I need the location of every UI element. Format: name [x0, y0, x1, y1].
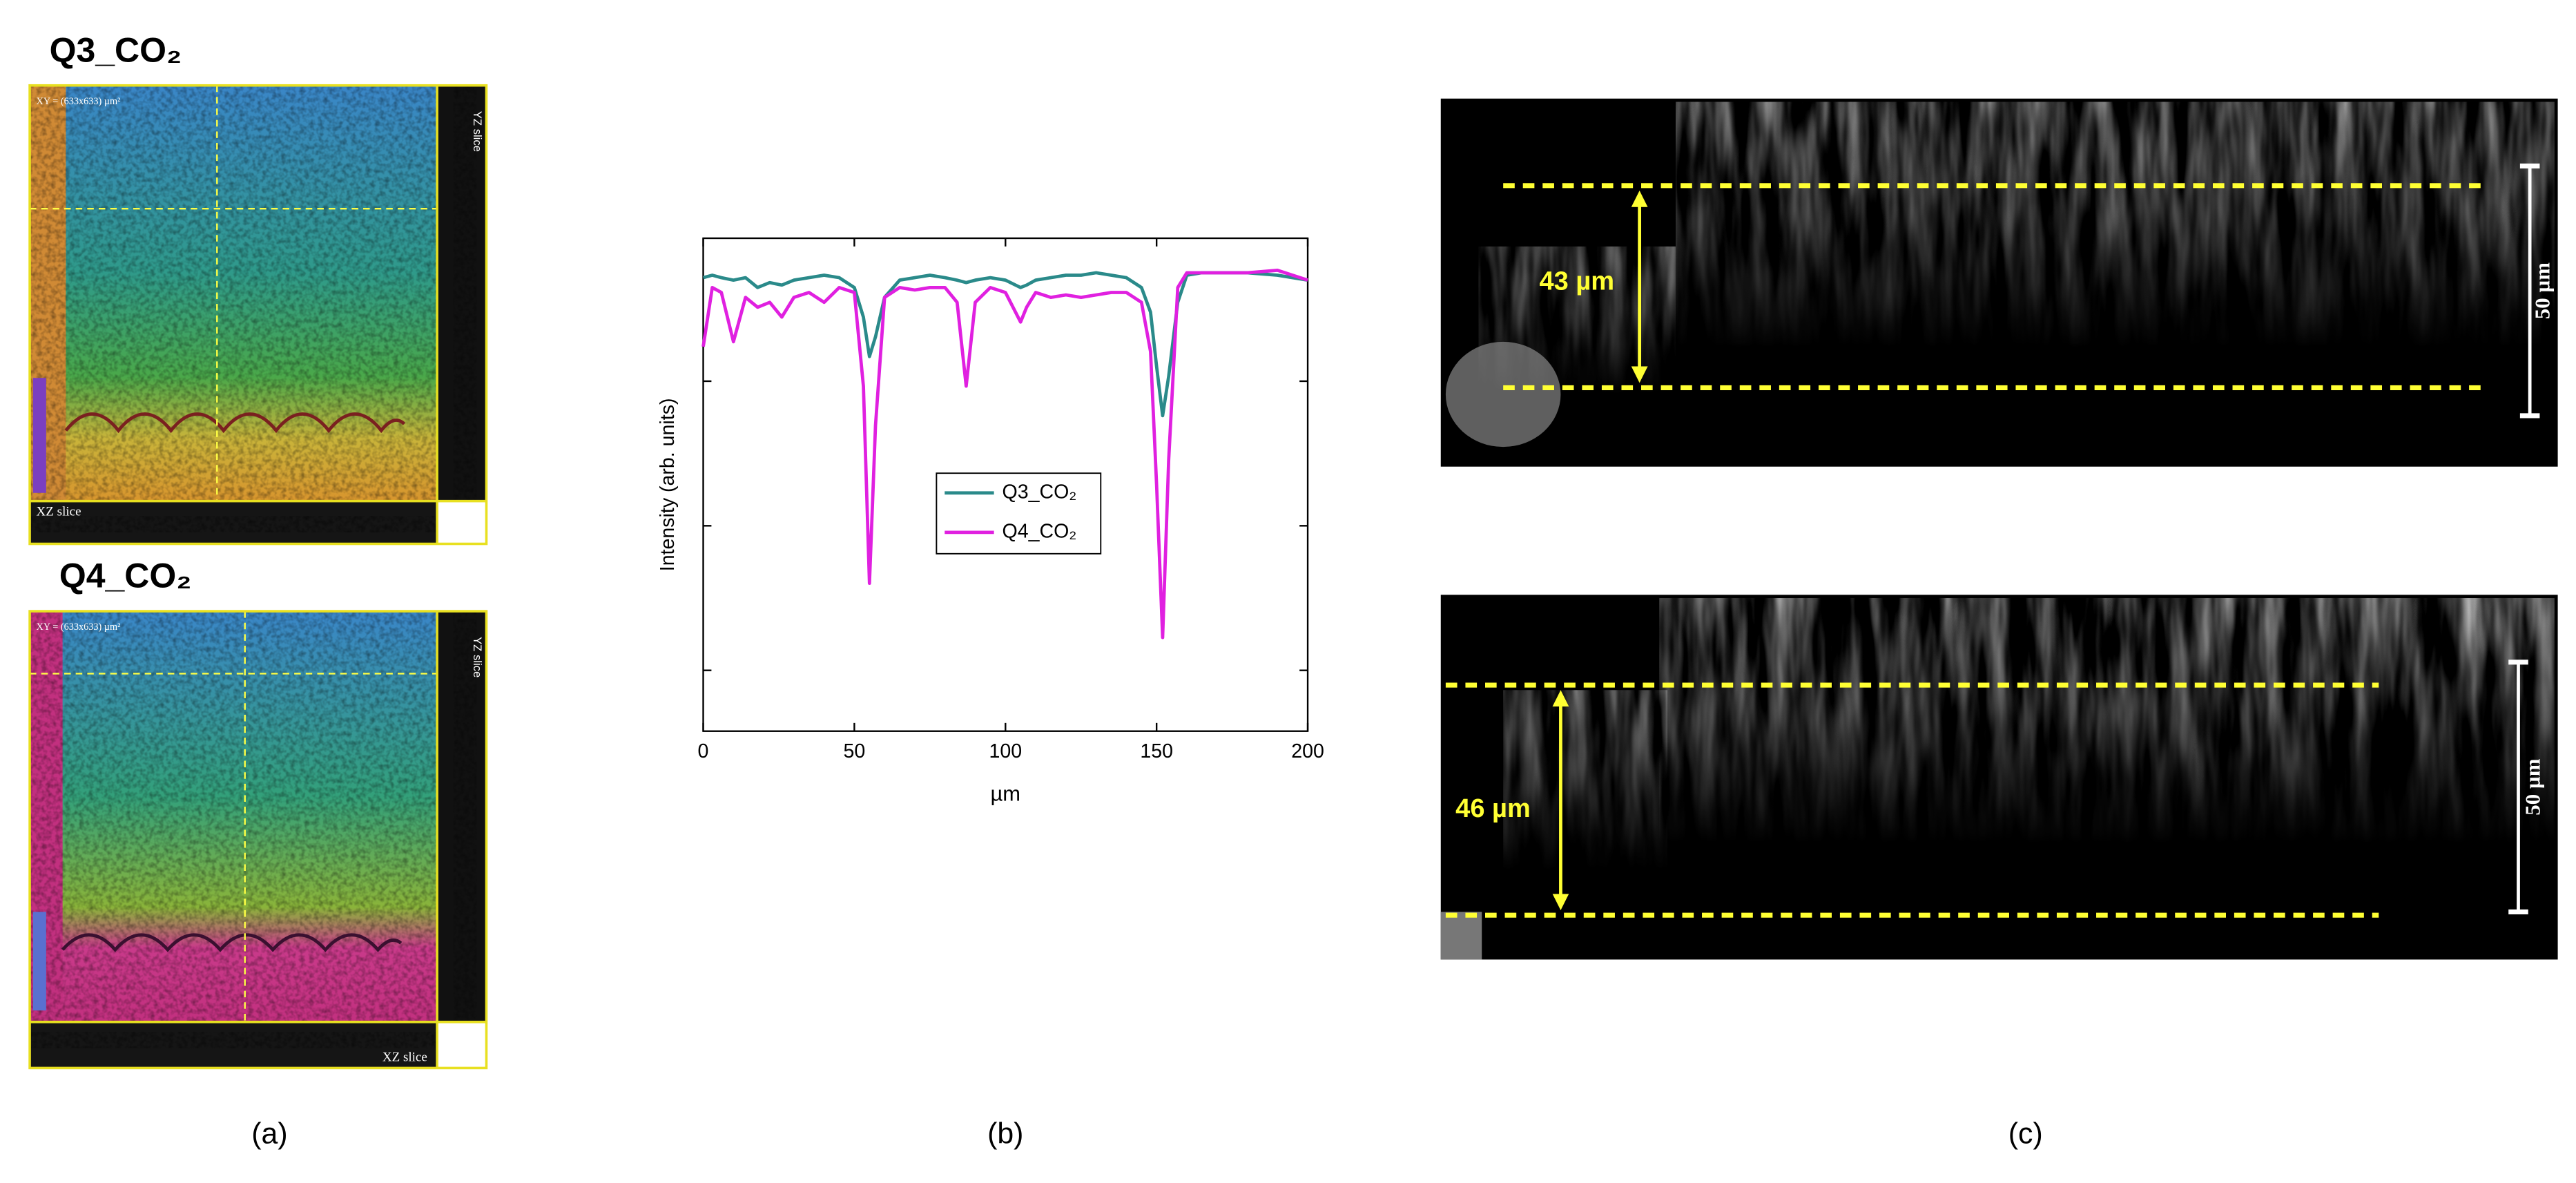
scallop-line [61, 933, 403, 952]
yz-texture [453, 611, 477, 1022]
caption: (a) [251, 1117, 287, 1150]
xz-texture [30, 1032, 438, 1048]
thickness-label: 46 µm [1455, 794, 1531, 823]
legend [936, 472, 1102, 555]
speckle [30, 85, 438, 501]
xy-label: XY = (633x633) µm² [37, 622, 121, 633]
yz-texture [453, 85, 477, 501]
panel-c-bottom: 46 µm 50 µm [1440, 595, 2558, 960]
x-axis-label: µm [991, 782, 1021, 806]
y-axis-label: Intensity (arb. units) [657, 398, 679, 572]
biofilm-signal [1659, 598, 2555, 845]
panel-c-top: 43 µm 50 µm [1440, 98, 2558, 467]
biofilm-signal [1503, 690, 1668, 871]
biofilm-signal [1675, 102, 2555, 349]
caption: (c) [2008, 1117, 2043, 1150]
scale-label: 50 µm [2520, 758, 2544, 815]
colorbar [32, 378, 46, 493]
caption: (b) [987, 1117, 1023, 1150]
legend-label: Q4_CO₂ [1003, 520, 1077, 542]
x-tick-label: 100 [989, 740, 1022, 762]
panel-a-bottom: Q4_CO₂ XY = (633x633) µm² YZ slice XZ sl… [28, 557, 488, 1070]
colorbar [32, 912, 46, 1011]
xz-texture [30, 516, 438, 532]
series-line [701, 268, 1308, 639]
x-tick-label: 50 [844, 740, 866, 762]
xz-label: XZ slice [37, 505, 81, 519]
yz-label: YZ slice [471, 111, 484, 152]
scallop-line [64, 412, 406, 434]
substrate [1440, 912, 1482, 960]
scale-label: 50 µm [2530, 262, 2555, 319]
x-tick-label: 200 [1291, 740, 1324, 762]
image-title: Q3_CO₂ [50, 30, 182, 69]
series-line [702, 271, 1308, 418]
frame [28, 610, 488, 1070]
x-tick-label: 150 [1140, 740, 1173, 762]
image-title: Q4_CO₂ [59, 557, 192, 595]
yz-label: YZ slice [471, 637, 484, 677]
line-chart: Intensity (arb. units) µm 0 50 100 150 200 Q3… [657, 237, 1324, 806]
substrate [1445, 341, 1561, 448]
frame [28, 84, 488, 546]
legend-label: Q3_CO₂ [1003, 481, 1077, 503]
speckle [30, 611, 438, 1022]
thickness-label: 43 µm [1540, 267, 1615, 296]
xy-label: XY = (633x633) µm² [37, 96, 121, 107]
xz-label: XZ slice [382, 1050, 427, 1065]
panel-a-top: Q3_CO₂ XY = (633x633) µm² YZ slice XZ sl… [28, 30, 488, 546]
x-tick-label: 0 [698, 740, 709, 762]
